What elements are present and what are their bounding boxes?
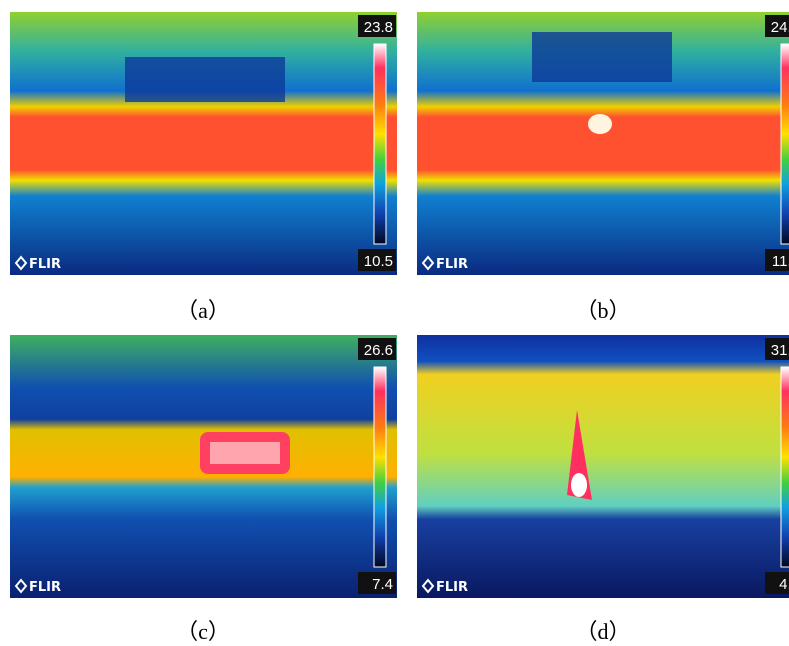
colorbar: [374, 44, 386, 244]
logo: FLIR: [436, 580, 468, 595]
logo: FLIR: [29, 257, 61, 272]
max-label: 24.2: [771, 19, 789, 36]
caption: （b）: [543, 293, 663, 325]
max-label: 23.8: [364, 19, 393, 36]
image: 26.6 7.4 FLIR: [10, 335, 397, 598]
colorbar: [374, 367, 386, 567]
scene: [417, 335, 789, 598]
logo: FLIR: [436, 257, 468, 272]
min-label: 11.2: [772, 253, 789, 270]
min-label: 7.4: [372, 576, 393, 593]
image: 31.7 4.9 FLIR: [417, 335, 789, 598]
max-label: 31.7: [771, 342, 789, 359]
thermal-c: 26.6 7.4 FLIR: [10, 335, 397, 598]
colorbar: [781, 367, 789, 567]
min-label: 4.9: [779, 576, 789, 593]
figure: 23.8 10.5 FLIR 24.2 11.2 FLIR 26.6 7.4 FLIR 31…: [0, 0, 789, 642]
thermal-a: 23.8 10.5 FLIR: [10, 12, 397, 275]
hot-core: [210, 442, 280, 464]
min-label: 10.5: [364, 253, 393, 270]
image: 23.8 10.5 FLIR: [10, 12, 397, 275]
logo: FLIR: [29, 580, 61, 595]
hotspot: [588, 114, 612, 134]
caption: （c）: [143, 614, 263, 646]
shade: [125, 57, 285, 102]
thermal-b: 24.2 11.2 FLIR: [417, 12, 789, 275]
scene: [10, 12, 397, 275]
thermal-d: 31.7 4.9 FLIR: [417, 335, 789, 598]
colorbar: [781, 44, 789, 244]
shade: [532, 32, 672, 82]
hotspot: [571, 473, 587, 497]
caption: （d）: [543, 614, 663, 646]
caption: （a）: [143, 293, 263, 325]
image: 24.2 11.2 FLIR: [417, 12, 789, 275]
max-label: 26.6: [364, 342, 393, 359]
